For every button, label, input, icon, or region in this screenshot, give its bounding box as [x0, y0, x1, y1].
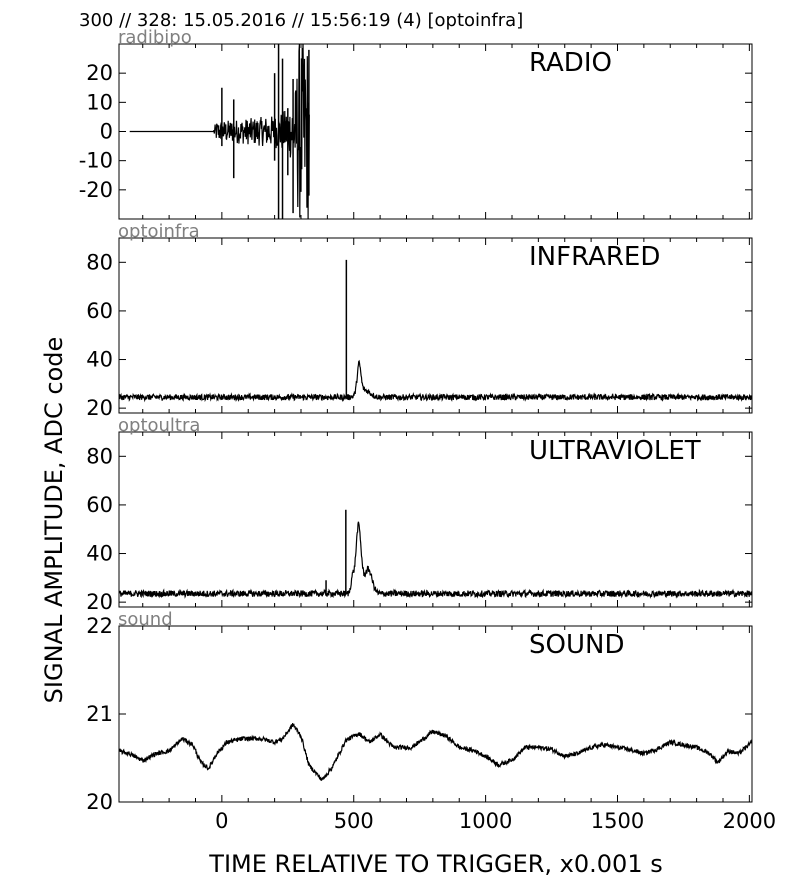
panel-3: 22 21 20 sound SOUND — [86, 609, 753, 814]
x-tick-label: 1500 — [591, 809, 644, 833]
y-tick-label: 10 — [86, 90, 113, 114]
x-tick-label: 2000 — [723, 809, 776, 833]
y-tick-label: 60 — [86, 299, 113, 323]
y-axis-title: SIGNAL AMPLITUDE, ADC code — [40, 337, 68, 704]
y-tick-label: 20 — [86, 396, 113, 420]
y-tick-label: 20 — [86, 790, 113, 814]
panel-1: 80 60 40 20 optoinfra INFRARED — [86, 221, 753, 420]
y-tick-label: -10 — [79, 149, 113, 173]
y-tick-label: 60 — [86, 493, 113, 517]
channel-label: sound — [118, 609, 173, 630]
panel-label: SOUND — [529, 630, 624, 660]
y-tick-label: 20 — [86, 590, 113, 614]
panel-label: RADIO — [529, 48, 612, 78]
panel-label: ULTRAVIOLET — [529, 436, 701, 466]
x-axis: 0 500 1000 1500 2000 — [215, 809, 776, 833]
x-tick-label: 0 — [215, 809, 228, 833]
y-tick-label: -20 — [79, 178, 113, 202]
panel-label: INFRARED — [529, 242, 660, 272]
y-tick-label: 21 — [86, 702, 113, 726]
y-tick-label: 22 — [86, 614, 113, 638]
panels-group: 20 10 0 -10 -20 radibipo RADIO 80 60 40 20 optoinfr… — [79, 27, 753, 814]
y-tick-label: 0 — [100, 120, 113, 144]
channel-label: optoinfra — [118, 221, 200, 242]
signal-trace — [119, 359, 752, 403]
panel-frame — [118, 625, 753, 803]
signal-trace — [129, 44, 310, 219]
panel-0: 20 10 0 -10 -20 radibipo RADIO — [79, 27, 753, 220]
x-tick-label: 500 — [334, 809, 374, 833]
figure-title: 300 // 328: 15.05.2016 // 15:56:19 (4) [… — [79, 10, 523, 31]
y-tick-label: 80 — [86, 444, 113, 468]
y-tick-label: 20 — [86, 61, 113, 85]
channel-label: radibipo — [118, 27, 192, 48]
signal-trace — [119, 723, 752, 782]
x-tick-label: 1000 — [459, 809, 512, 833]
y-tick-label: 40 — [86, 542, 113, 566]
panel-frame — [118, 431, 753, 608]
y-tick-label: 80 — [86, 250, 113, 274]
y-tick-label: 40 — [86, 348, 113, 372]
x-axis-title: TIME RELATIVE TO TRIGGER, x0.001 s — [208, 850, 662, 878]
channel-label: optoultra — [118, 415, 200, 436]
signal-trace — [119, 521, 752, 599]
panel-frame — [118, 237, 753, 414]
panel-2: 80 60 40 20 optoultra ULTRAVIOLET — [86, 415, 753, 614]
